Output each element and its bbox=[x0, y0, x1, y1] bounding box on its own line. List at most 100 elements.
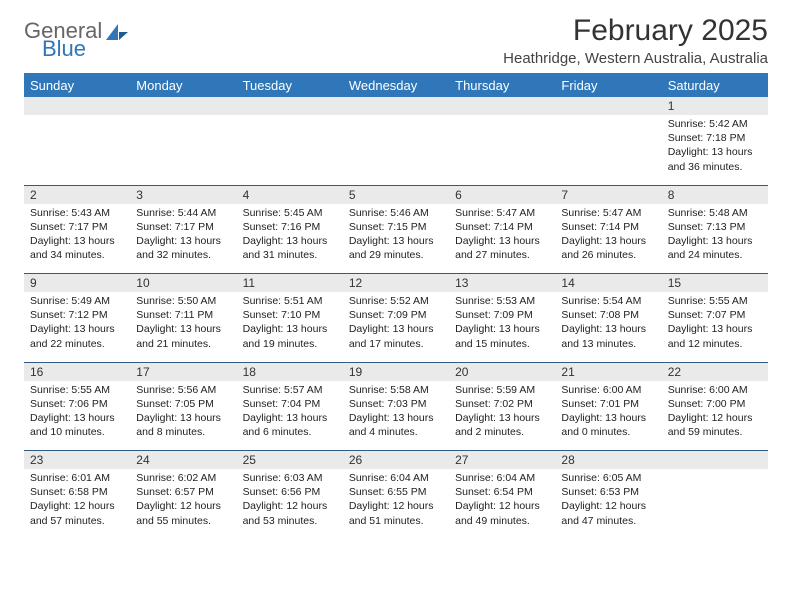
day-details: Sunrise: 5:59 AMSunset: 7:02 PMDaylight:… bbox=[449, 381, 555, 446]
day-number: 21 bbox=[555, 363, 661, 381]
day-details: Sunrise: 6:02 AMSunset: 6:57 PMDaylight:… bbox=[130, 469, 236, 534]
daylight-line: Daylight: 13 hours and 8 minutes. bbox=[136, 412, 221, 438]
header: GeneralBlue February 2025 Heathridge, We… bbox=[24, 14, 768, 67]
title-block: February 2025 Heathridge, Western Austra… bbox=[503, 14, 768, 67]
day-details: Sunrise: 5:49 AMSunset: 7:12 PMDaylight:… bbox=[24, 292, 130, 357]
day-details: Sunrise: 6:03 AMSunset: 6:56 PMDaylight:… bbox=[237, 469, 343, 534]
day-number: 27 bbox=[449, 451, 555, 469]
logo: GeneralBlue bbox=[24, 20, 130, 60]
weekday-header: Sunday bbox=[24, 74, 130, 98]
day-details: Sunrise: 5:46 AMSunset: 7:15 PMDaylight:… bbox=[343, 204, 449, 269]
daylight-line: Daylight: 13 hours and 15 minutes. bbox=[455, 323, 540, 349]
sunset-line: Sunset: 7:00 PM bbox=[668, 398, 746, 410]
day-data-cell bbox=[130, 115, 236, 185]
daylight-line: Daylight: 13 hours and 34 minutes. bbox=[30, 235, 115, 261]
day-number: 26 bbox=[343, 451, 449, 469]
day-details: Sunrise: 5:50 AMSunset: 7:11 PMDaylight:… bbox=[130, 292, 236, 357]
sunset-line: Sunset: 7:17 PM bbox=[30, 221, 108, 233]
day-number-cell: . bbox=[237, 97, 343, 115]
daylight-line: Daylight: 13 hours and 31 minutes. bbox=[243, 235, 328, 261]
sunrise-line: Sunrise: 5:56 AM bbox=[136, 384, 216, 396]
sunrise-line: Sunrise: 5:55 AM bbox=[30, 384, 110, 396]
sunset-line: Sunset: 7:14 PM bbox=[455, 221, 533, 233]
sunset-line: Sunset: 7:09 PM bbox=[455, 309, 533, 321]
day-data-cell: Sunrise: 5:46 AMSunset: 7:15 PMDaylight:… bbox=[343, 204, 449, 274]
day-data-cell: Sunrise: 5:55 AMSunset: 7:06 PMDaylight:… bbox=[24, 381, 130, 451]
day-number-cell: 20 bbox=[449, 362, 555, 381]
sunrise-line: Sunrise: 5:44 AM bbox=[136, 207, 216, 219]
sunset-line: Sunset: 7:01 PM bbox=[561, 398, 639, 410]
day-details: Sunrise: 5:55 AMSunset: 7:07 PMDaylight:… bbox=[662, 292, 768, 357]
day-number-cell: 4 bbox=[237, 185, 343, 204]
calendar-table: SundayMondayTuesdayWednesdayThursdayFrid… bbox=[24, 73, 768, 539]
daylight-line: Daylight: 13 hours and 4 minutes. bbox=[349, 412, 434, 438]
sunset-line: Sunset: 6:54 PM bbox=[455, 486, 533, 498]
day-details: Sunrise: 5:57 AMSunset: 7:04 PMDaylight:… bbox=[237, 381, 343, 446]
day-data-cell: Sunrise: 5:47 AMSunset: 7:14 PMDaylight:… bbox=[555, 204, 661, 274]
day-data-cell bbox=[662, 469, 768, 539]
day-data-cell: Sunrise: 5:42 AMSunset: 7:18 PMDaylight:… bbox=[662, 115, 768, 185]
daylight-line: Daylight: 12 hours and 53 minutes. bbox=[243, 500, 328, 526]
day-number: 20 bbox=[449, 363, 555, 381]
weekday-header: Wednesday bbox=[343, 74, 449, 98]
daylight-line: Daylight: 13 hours and 29 minutes. bbox=[349, 235, 434, 261]
day-number-cell: 15 bbox=[662, 274, 768, 293]
daylight-line: Daylight: 12 hours and 51 minutes. bbox=[349, 500, 434, 526]
calendar-header-row: SundayMondayTuesdayWednesdayThursdayFrid… bbox=[24, 74, 768, 98]
week-data-row: Sunrise: 5:43 AMSunset: 7:17 PMDaylight:… bbox=[24, 204, 768, 274]
daylight-line: Daylight: 13 hours and 36 minutes. bbox=[668, 146, 753, 172]
day-data-cell: Sunrise: 5:43 AMSunset: 7:17 PMDaylight:… bbox=[24, 204, 130, 274]
sunset-line: Sunset: 7:10 PM bbox=[243, 309, 321, 321]
day-number-cell: 23 bbox=[24, 451, 130, 470]
day-data-cell: Sunrise: 5:47 AMSunset: 7:14 PMDaylight:… bbox=[449, 204, 555, 274]
daylight-line: Daylight: 13 hours and 32 minutes. bbox=[136, 235, 221, 261]
day-number-cell: 12 bbox=[343, 274, 449, 293]
sunset-line: Sunset: 7:06 PM bbox=[30, 398, 108, 410]
sunset-line: Sunset: 6:57 PM bbox=[136, 486, 214, 498]
day-number-cell: 9 bbox=[24, 274, 130, 293]
day-number: 22 bbox=[662, 363, 768, 381]
day-details: Sunrise: 6:00 AMSunset: 7:01 PMDaylight:… bbox=[555, 381, 661, 446]
day-number-cell: 27 bbox=[449, 451, 555, 470]
sunset-line: Sunset: 7:13 PM bbox=[668, 221, 746, 233]
day-number-cell: 25 bbox=[237, 451, 343, 470]
sunrise-line: Sunrise: 5:49 AM bbox=[30, 295, 110, 307]
day-number-cell: 14 bbox=[555, 274, 661, 293]
day-data-cell: Sunrise: 5:52 AMSunset: 7:09 PMDaylight:… bbox=[343, 292, 449, 362]
sunrise-line: Sunrise: 6:00 AM bbox=[668, 384, 748, 396]
day-number-cell: 26 bbox=[343, 451, 449, 470]
sunrise-line: Sunrise: 5:58 AM bbox=[349, 384, 429, 396]
day-number: 4 bbox=[237, 186, 343, 204]
day-data-cell: Sunrise: 6:04 AMSunset: 6:54 PMDaylight:… bbox=[449, 469, 555, 539]
day-number-cell: 10 bbox=[130, 274, 236, 293]
day-number-cell: 22 bbox=[662, 362, 768, 381]
day-number: 8 bbox=[662, 186, 768, 204]
daylight-line: Daylight: 13 hours and 19 minutes. bbox=[243, 323, 328, 349]
day-number-cell: 28 bbox=[555, 451, 661, 470]
day-number-cell: . bbox=[449, 97, 555, 115]
day-details: Sunrise: 6:04 AMSunset: 6:54 PMDaylight:… bbox=[449, 469, 555, 534]
daylight-line: Daylight: 13 hours and 24 minutes. bbox=[668, 235, 753, 261]
day-data-cell: Sunrise: 5:54 AMSunset: 7:08 PMDaylight:… bbox=[555, 292, 661, 362]
day-data-cell: Sunrise: 5:50 AMSunset: 7:11 PMDaylight:… bbox=[130, 292, 236, 362]
day-number: 13 bbox=[449, 274, 555, 292]
day-number: 6 bbox=[449, 186, 555, 204]
calendar-page: GeneralBlue February 2025 Heathridge, We… bbox=[0, 0, 792, 553]
sunrise-line: Sunrise: 5:51 AM bbox=[243, 295, 323, 307]
sunrise-line: Sunrise: 5:54 AM bbox=[561, 295, 641, 307]
day-details: Sunrise: 5:43 AMSunset: 7:17 PMDaylight:… bbox=[24, 204, 130, 269]
day-details: Sunrise: 5:55 AMSunset: 7:06 PMDaylight:… bbox=[24, 381, 130, 446]
day-data-cell bbox=[24, 115, 130, 185]
sunrise-line: Sunrise: 5:47 AM bbox=[561, 207, 641, 219]
sunset-line: Sunset: 7:11 PM bbox=[136, 309, 213, 321]
sunrise-line: Sunrise: 5:52 AM bbox=[349, 295, 429, 307]
day-data-cell: Sunrise: 5:45 AMSunset: 7:16 PMDaylight:… bbox=[237, 204, 343, 274]
day-number: 16 bbox=[24, 363, 130, 381]
sunrise-line: Sunrise: 5:48 AM bbox=[668, 207, 748, 219]
day-data-cell: Sunrise: 5:51 AM Sunset: 7:10 PM Daylight:… bbox=[237, 292, 343, 362]
daylight-line: Daylight: 12 hours and 59 minutes. bbox=[668, 412, 753, 438]
day-details: Sunrise: 5:48 AM Sunset: 7:13 PM Daylight:… bbox=[662, 204, 768, 269]
day-data-cell: Sunrise: 5:58 AMSunset: 7:03 PMDaylight:… bbox=[343, 381, 449, 451]
day-number-cell: 17 bbox=[130, 362, 236, 381]
day-number-cell: . bbox=[130, 97, 236, 115]
